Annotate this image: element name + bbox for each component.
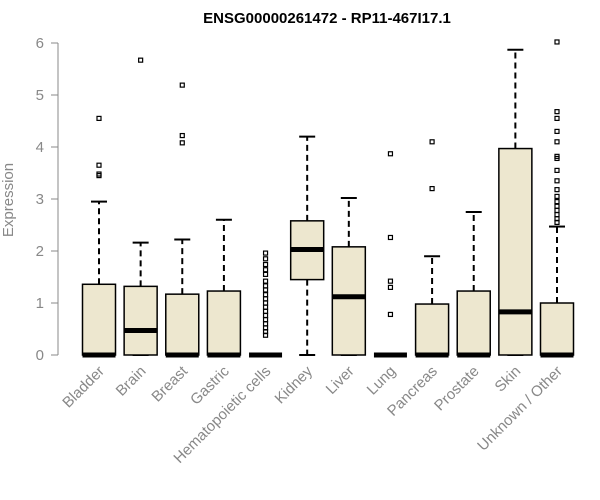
outlier-point (387, 311, 394, 318)
box-group (206, 218, 242, 358)
outlier-point (554, 193, 560, 199)
outlier-point (262, 283, 269, 289)
outlier-point (138, 57, 144, 63)
chart-title: ENSG00000261472 - RP11-467I17.1 (203, 10, 451, 27)
y-tick-label: 4 (36, 139, 44, 156)
x-tick-label: Lung (364, 363, 400, 399)
outlier-point (554, 203, 560, 209)
outlier-point (262, 287, 269, 293)
x-tick-label: Liver (323, 363, 358, 398)
outlier-point (429, 139, 435, 145)
outlier-point (262, 292, 269, 298)
outlier-point (554, 207, 560, 214)
box-body (206, 290, 242, 356)
x-tick-label: Breast (148, 362, 191, 405)
outlier-point (554, 199, 560, 205)
outlier-point (387, 278, 394, 284)
outlier-point (554, 178, 560, 184)
box-series (81, 39, 575, 358)
outlier-point (554, 115, 560, 122)
outlier-point (262, 278, 269, 284)
outlier-point (96, 115, 102, 122)
box-group (373, 151, 407, 358)
outlier-point (262, 261, 269, 268)
y-tick-label: 0 (36, 347, 44, 364)
outlier-point (262, 308, 269, 314)
outlier-point (387, 234, 394, 241)
outlier-point (179, 132, 185, 139)
x-tick-label: Kidney (272, 362, 317, 407)
outlier-point (262, 300, 269, 306)
outlier-point (554, 153, 560, 159)
outlier-point (554, 139, 560, 145)
box-body (331, 246, 367, 356)
outlier-point (262, 271, 269, 277)
outlier-point (179, 140, 185, 146)
outlier-point (554, 167, 560, 173)
x-tick-label: Bladder (59, 363, 108, 412)
outlier-point (262, 304, 269, 310)
outlier-point (96, 162, 102, 168)
box-body (123, 285, 158, 356)
x-tick-label: Brain (113, 363, 150, 400)
outlier-point (262, 317, 269, 323)
box-body (165, 293, 200, 356)
outlier-point (262, 312, 269, 319)
y-tick-label: 3 (36, 191, 44, 208)
box-group (165, 82, 200, 358)
y-axis: 0 1 2 3 4 5 6 (36, 35, 59, 364)
outlier-point (554, 212, 560, 218)
outlier-point (554, 187, 560, 193)
y-tick-label: 6 (36, 35, 44, 52)
box-group (414, 139, 450, 358)
box-group (498, 48, 533, 356)
outlier-point (262, 256, 269, 262)
outlier-point (262, 250, 269, 256)
outlier-point (96, 171, 102, 177)
outlier-point (262, 267, 269, 273)
box-group (81, 115, 117, 358)
outlier-point (387, 151, 394, 157)
outlier-point (262, 296, 269, 302)
y-axis-label: Expression (0, 163, 17, 237)
box-group (331, 196, 367, 356)
box-body (414, 303, 450, 356)
x-tick-label: Prostate (431, 363, 483, 415)
box-group (456, 211, 491, 358)
y-tick-label: 5 (36, 87, 44, 104)
x-tick-label: Skin (492, 363, 525, 396)
outlier-point (429, 186, 435, 192)
box-group (123, 57, 158, 356)
box-body (81, 283, 117, 356)
outlier-point (554, 39, 560, 45)
outlier-point (554, 109, 560, 115)
outlier-point (387, 284, 394, 290)
outlier-point (262, 321, 269, 327)
box-body (498, 147, 533, 356)
outlier-point (554, 128, 560, 134)
box-body (539, 302, 575, 356)
box-group (289, 135, 325, 356)
outlier-point (179, 82, 185, 88)
box-group (249, 250, 283, 358)
y-tick-label: 2 (36, 243, 44, 260)
box-group (539, 39, 575, 358)
y-tick-label: 1 (36, 295, 44, 312)
box-body (456, 290, 491, 356)
